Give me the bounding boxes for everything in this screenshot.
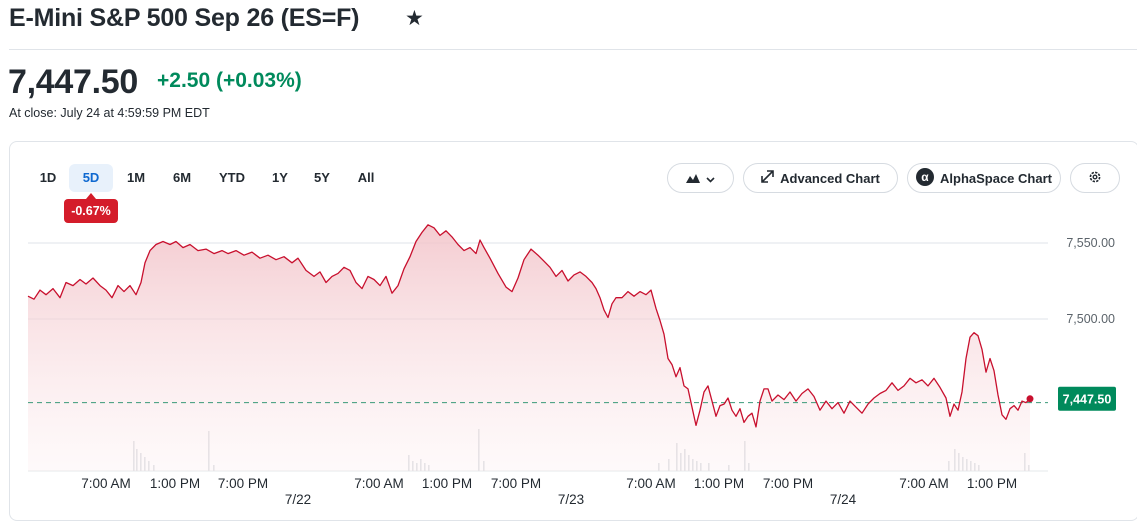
alphaspace-chart-button[interactable]: α AlphaSpace Chart: [907, 163, 1061, 193]
expand-icon: [761, 170, 774, 186]
range-change-badge: -0.67%: [64, 199, 118, 223]
y-tick-label: 7,550.00: [1066, 236, 1115, 250]
x-tick-label: 1:00 PM: [150, 476, 200, 491]
range-all[interactable]: All: [357, 170, 375, 185]
alphaspace-chart-label: AlphaSpace Chart: [940, 170, 1052, 186]
x-tick-label: 7:00 AM: [899, 476, 949, 491]
day-label: 7/24: [830, 492, 857, 507]
y-tick-label: 7,500.00: [1066, 312, 1115, 326]
page-title: E-Mini S&P 500 Sep 26 (ES=F): [9, 4, 360, 32]
price-area: [28, 224, 1030, 471]
price-line: [27, 224, 1031, 428]
x-tick-label: 1:00 PM: [694, 476, 744, 491]
x-tick-label: 1:00 PM: [422, 476, 472, 491]
x-tick-label: 7:00 AM: [81, 476, 131, 491]
close-time: At close: July 24 at 4:59:59 PM EDT: [9, 106, 210, 120]
x-tick-label: 7:00 PM: [763, 476, 813, 491]
x-tick-label: 7:00 AM: [354, 476, 404, 491]
star-icon[interactable]: ★: [405, 7, 424, 30]
advanced-chart-button[interactable]: Advanced Chart: [743, 163, 898, 193]
advanced-chart-label: Advanced Chart: [780, 170, 880, 186]
svg-text:α: α: [921, 170, 929, 184]
chevron-down-icon: [706, 171, 715, 186]
price-change: +2.50 (+0.03%): [157, 69, 302, 92]
range-1y[interactable]: 1Y: [272, 170, 288, 185]
x-tick-label: 7:00 PM: [218, 476, 268, 491]
range-5d[interactable]: 5D: [69, 164, 113, 192]
range-1d[interactable]: 1D: [39, 170, 57, 185]
range-5y[interactable]: 5Y: [314, 170, 330, 185]
range-ytd[interactable]: YTD: [219, 170, 245, 185]
badge-pointer: [86, 193, 96, 199]
x-tick-label: 1:00 PM: [967, 476, 1017, 491]
day-label: 7/22: [285, 492, 311, 507]
header-divider: [9, 49, 1137, 50]
alphaspace-icon: α: [916, 167, 934, 189]
last-price-label: 7,447.50: [1063, 392, 1112, 406]
day-label: 7/23: [558, 492, 584, 507]
last-price: 7,447.50: [8, 63, 138, 101]
chart-type-button[interactable]: [667, 163, 734, 193]
gear-icon: [1088, 170, 1102, 187]
x-tick-label: 7:00 PM: [491, 476, 541, 491]
range-6m[interactable]: 6M: [172, 170, 192, 185]
mountain-chart-icon: [686, 171, 700, 186]
range-1m[interactable]: 1M: [126, 170, 146, 185]
x-tick-label: 7:00 AM: [626, 476, 676, 491]
settings-button[interactable]: [1070, 163, 1120, 193]
last-price-dot: [1026, 395, 1034, 403]
last-price-label-bg: [1058, 386, 1116, 411]
